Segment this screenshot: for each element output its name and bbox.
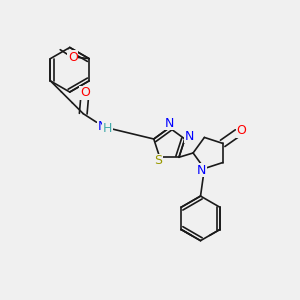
Text: H: H <box>103 122 112 135</box>
Text: N: N <box>98 120 107 133</box>
Text: N: N <box>184 130 194 142</box>
Text: N: N <box>165 117 174 130</box>
Text: N: N <box>197 164 206 176</box>
Text: O: O <box>80 86 90 99</box>
Text: O: O <box>236 124 246 137</box>
Text: S: S <box>154 154 162 167</box>
Text: O: O <box>68 51 78 64</box>
